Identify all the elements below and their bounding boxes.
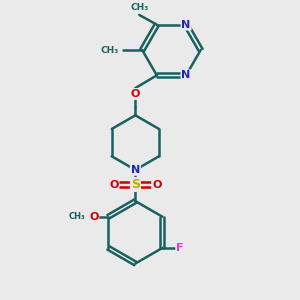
- Text: O: O: [89, 212, 98, 222]
- Text: CH₃: CH₃: [100, 46, 119, 55]
- Text: CH₃: CH₃: [130, 2, 148, 11]
- Text: O: O: [131, 89, 140, 99]
- Text: F: F: [176, 243, 184, 253]
- Text: N: N: [182, 20, 191, 30]
- Text: N: N: [131, 165, 140, 175]
- Text: CH₃: CH₃: [68, 212, 85, 221]
- Text: S: S: [131, 178, 140, 191]
- Text: O: O: [109, 179, 119, 190]
- Text: O: O: [152, 179, 161, 190]
- Text: N: N: [182, 70, 191, 80]
